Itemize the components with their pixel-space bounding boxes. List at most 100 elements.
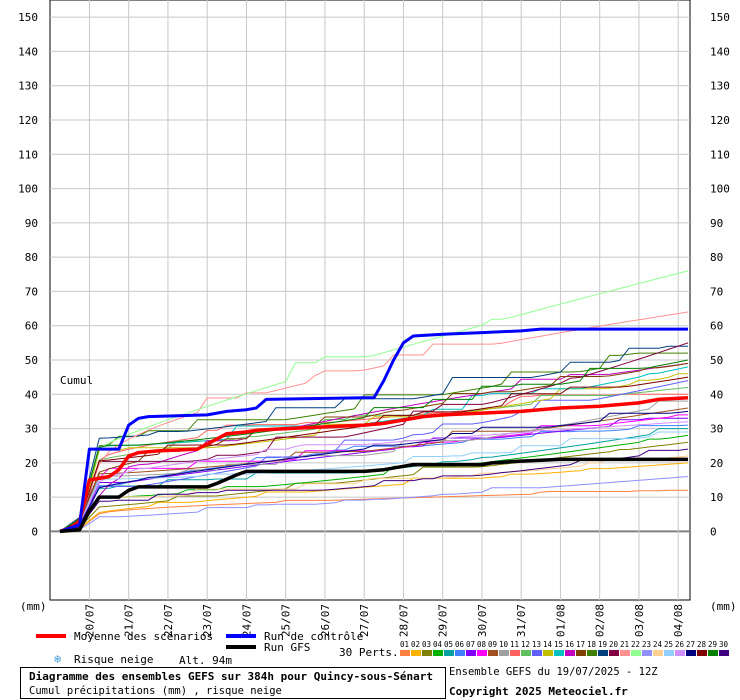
y-tick-label-left: 40 xyxy=(25,388,38,401)
y-tick-label-right: 80 xyxy=(710,251,723,264)
pert-number-label: 29 xyxy=(708,640,717,649)
perturbation-line xyxy=(59,270,689,532)
x-tick-label: 23/07 xyxy=(201,604,214,637)
main-series-lines xyxy=(59,327,689,534)
cumul-label: Cumul xyxy=(60,374,93,387)
grid xyxy=(49,0,691,601)
y-tick-label-right: 110 xyxy=(710,148,730,161)
pert-number-label: 26 xyxy=(675,640,685,649)
pert-swatch xyxy=(532,650,542,656)
pert-swatch xyxy=(576,650,586,656)
y-tick-label-right: 60 xyxy=(710,320,723,333)
pert-swatch xyxy=(631,650,641,656)
perturbation-line xyxy=(59,424,689,532)
pert-swatch xyxy=(400,650,410,656)
pert-swatch xyxy=(675,650,685,656)
perturbation-line xyxy=(59,441,689,532)
y-tick-label-left: 70 xyxy=(25,285,38,298)
pert-number-label: 06 xyxy=(455,640,465,649)
x-tick-label: 27/07 xyxy=(358,604,371,637)
y-tick-label-right: 100 xyxy=(710,183,730,196)
x-tick-label: 21/07 xyxy=(123,604,136,637)
main-series-line xyxy=(59,327,688,533)
pert-number-label: 02 xyxy=(411,640,420,649)
pert-number-label: 10 xyxy=(499,640,509,649)
y-tick-label-right: 140 xyxy=(710,45,730,58)
y-tick-label-left: 0 xyxy=(31,525,38,538)
pert-number-label: 01 xyxy=(400,640,409,649)
pert-number-label: 27 xyxy=(686,640,695,649)
pert-number-label: 07 xyxy=(466,640,475,649)
pert-number-label: 09 xyxy=(488,640,497,649)
perturbation-line xyxy=(59,366,689,532)
pert-number-label: 24 xyxy=(653,640,663,649)
pert-number-label: 25 xyxy=(664,640,673,649)
perts-label: 30 Perts. xyxy=(339,646,399,659)
legend-control-label: Run de contrôle xyxy=(264,630,363,643)
pert-swatch xyxy=(686,650,696,656)
pert-number-label: 12 xyxy=(521,640,530,649)
legend-snow-label: Risque neige xyxy=(74,653,153,666)
x-tick-label: 31/07 xyxy=(515,604,528,637)
y-tick-label-left: 30 xyxy=(25,423,38,436)
copyright: Copyright 2025 Meteociel.fr xyxy=(449,685,628,698)
y-tick-label-right: 40 xyxy=(710,388,723,401)
pert-swatch xyxy=(466,650,476,656)
pert-number-label: 23 xyxy=(642,640,651,649)
y-tick-label-right: 120 xyxy=(710,114,730,127)
y-tick-label-right: 20 xyxy=(710,457,723,470)
perturbation-legend: 01 02 03 04 05 06 07 08 09 10 11 12 13 14 15 16 17 18 19 20… xyxy=(400,640,729,656)
x-tick-label: 03/08 xyxy=(633,604,646,637)
pert-swatch xyxy=(521,650,531,656)
pert-swatch xyxy=(565,650,575,656)
pert-number-label: 18 xyxy=(587,640,597,649)
x-tick-label: 26/07 xyxy=(319,604,332,637)
x-tick-label: 25/07 xyxy=(280,604,293,637)
y-unit-left: (mm) xyxy=(20,600,47,613)
perturbation-line xyxy=(59,400,688,532)
y-tick-label-left: 50 xyxy=(25,354,38,367)
pert-swatch xyxy=(444,650,454,656)
footer-subtitle: Cumul précipitations (mm) , risque neige xyxy=(29,685,282,697)
perturbation-line xyxy=(59,362,689,532)
perturbation-line xyxy=(59,410,689,532)
altitude-label: Alt. 94m xyxy=(179,654,232,667)
legend-mean-label: Moyenne des scénarios xyxy=(74,630,213,643)
footer-title: Diagramme des ensembles GEFS sur 384h po… xyxy=(29,670,433,683)
perturbation-lines xyxy=(59,270,689,532)
perturbation-line xyxy=(59,476,689,532)
y-tick-label-left: 90 xyxy=(25,217,38,230)
x-tick-label: 04/08 xyxy=(672,604,685,637)
y-tick-label-right: 130 xyxy=(710,80,730,93)
pert-number-label: 19 xyxy=(598,640,607,649)
pert-number-label: 30 xyxy=(719,640,729,649)
y-tick-label-right: 150 xyxy=(710,11,730,24)
y-tick-label-left: 140 xyxy=(18,45,38,58)
pert-number-label: 03 xyxy=(422,640,431,649)
pert-number-label: 20 xyxy=(609,640,619,649)
perturbation-line xyxy=(59,431,688,532)
pert-swatch xyxy=(422,650,432,656)
pert-swatch xyxy=(477,650,487,656)
pert-number-label: 17 xyxy=(576,640,585,649)
pert-swatch xyxy=(433,650,443,656)
perturbation-line xyxy=(59,380,689,532)
y-tick-label-left: 100 xyxy=(18,183,38,196)
y-tick-label-right: 50 xyxy=(710,354,723,367)
pert-number-label: 05 xyxy=(444,640,453,649)
pert-swatch xyxy=(620,650,630,656)
pert-swatch xyxy=(598,650,608,656)
x-tick-label: 01/08 xyxy=(554,604,567,637)
x-tick-label: 22/07 xyxy=(162,604,175,637)
pert-swatch xyxy=(411,650,421,656)
snowflake-icon: ❄ xyxy=(54,652,61,666)
y-tick-label-right: 70 xyxy=(710,285,723,298)
plot-frame xyxy=(49,0,691,601)
y-tick-label-left: 80 xyxy=(25,251,38,264)
x-tick-label: 29/07 xyxy=(437,604,450,637)
y-tick-label-left: 60 xyxy=(25,320,38,333)
pert-swatch xyxy=(510,650,520,656)
perturbation-line xyxy=(59,352,688,532)
pert-number-label: 28 xyxy=(697,640,707,649)
